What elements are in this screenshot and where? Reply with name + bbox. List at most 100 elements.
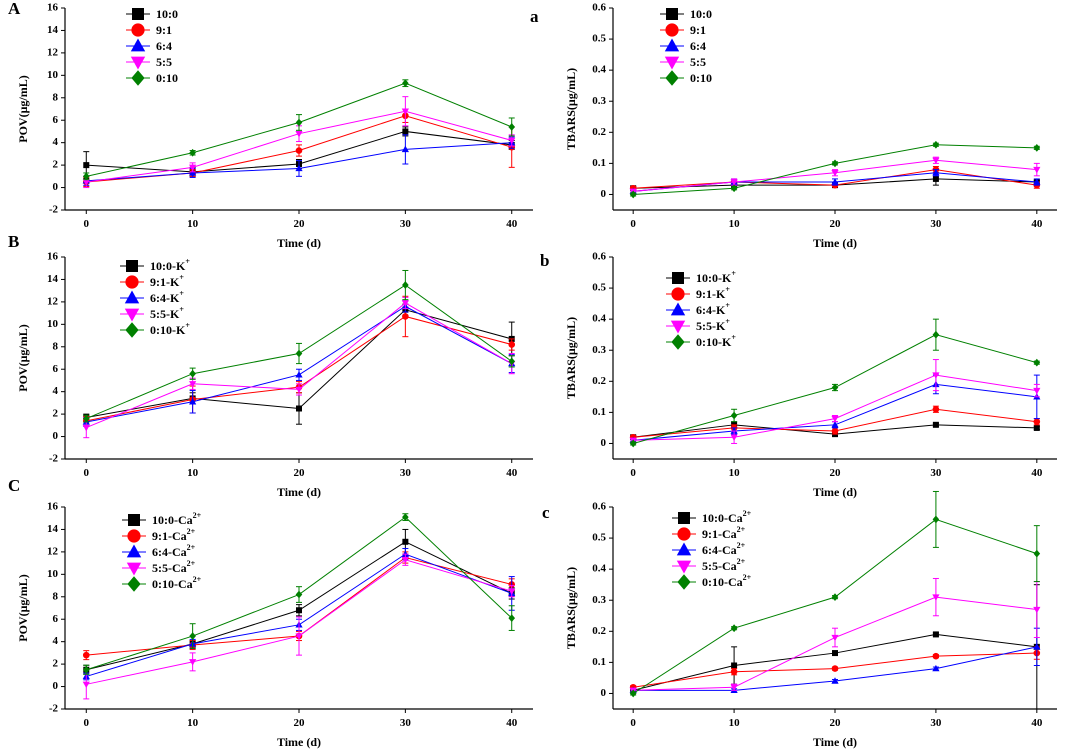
x-tick-label: 10 [187, 218, 199, 230]
panel-5: c 0 0.1 0.2 0.3 0.4 0.5 0.6 0 10 20 30 40 Time (d) TBA… [542, 490, 1057, 749]
x-tick-label: 10 [729, 218, 741, 230]
data-point [189, 164, 197, 172]
legend-marker [676, 560, 692, 574]
data-point [295, 633, 303, 640]
legend-marker [126, 544, 142, 558]
legend-marker [124, 308, 140, 322]
legend-marker [664, 56, 680, 70]
data-point [831, 634, 839, 642]
data-point [189, 369, 196, 378]
legend-marker [130, 38, 146, 52]
sub-letter: a [530, 7, 539, 26]
data-point [82, 414, 90, 423]
legend-label: 0:10 [156, 71, 178, 85]
series-3 [82, 553, 516, 700]
data-point [82, 179, 90, 186]
y-tick-label: 2 [53, 159, 59, 171]
y-axis-title: POV(μg/mL) [16, 324, 30, 391]
x-tick-label: 10 [729, 467, 741, 479]
data-point [296, 607, 302, 614]
y-tick-label: 0.4 [592, 563, 606, 575]
data-point [932, 175, 939, 182]
data-point [82, 172, 90, 181]
series-4 [629, 490, 1041, 698]
y-tick-label: 0 [601, 687, 607, 699]
y-tick-label: 10 [47, 568, 59, 580]
legend-label: 10:0 [156, 7, 178, 21]
data-point [508, 614, 516, 622]
legend-label: 5:5-K+ [150, 305, 184, 321]
x-tick-label: 30 [930, 467, 942, 479]
data-point [932, 421, 939, 428]
y-tick-label: 0.6 [592, 251, 606, 263]
x-tick-label: 0 [630, 717, 636, 729]
data-point [401, 557, 409, 564]
data-point [296, 405, 302, 412]
legend-label: 9:1 [156, 23, 172, 37]
legend-marker [126, 260, 138, 272]
y-tick-label: 16 [47, 251, 59, 263]
y-tick-label: 8 [53, 590, 59, 602]
data-point [831, 593, 839, 602]
x-tick-label: 10 [187, 467, 199, 479]
y-tick-label: 0.1 [592, 406, 606, 418]
legend-label: 6:4 [156, 39, 172, 53]
x-tick-label: 30 [400, 218, 412, 230]
data-point [831, 427, 839, 435]
data-point [295, 386, 303, 394]
legend-marker [131, 23, 145, 37]
data-point [295, 371, 303, 378]
data-point [831, 170, 839, 177]
y-tick-label: 0.5 [592, 282, 606, 294]
data-point [82, 651, 90, 659]
data-point [831, 665, 839, 672]
x-tick-label: 30 [400, 717, 412, 729]
data-point [508, 137, 516, 145]
y-tick-label: -2 [49, 453, 59, 465]
y-tick-label: 0.6 [592, 2, 606, 14]
y-tick-label: 0 [53, 680, 59, 692]
y-tick-label: -2 [49, 703, 59, 715]
data-point [295, 349, 303, 358]
y-tick-label: 8 [53, 340, 59, 352]
data-point [1033, 358, 1041, 367]
legend-marker [127, 529, 141, 543]
data-point [730, 624, 738, 633]
data-point [932, 652, 940, 660]
legend-label: 10:0-K+ [696, 269, 736, 285]
x-tick-label: 0 [630, 467, 636, 479]
legend-label: 9:1-Ca2+ [702, 525, 746, 541]
y-tick-label: 0 [601, 188, 607, 200]
y-axis-title: POV(μg/mL) [16, 574, 30, 641]
x-tick-label: 30 [930, 717, 942, 729]
data-point [932, 515, 940, 524]
y-tick-label: 6 [53, 363, 59, 375]
y-tick-label: 10 [47, 69, 59, 81]
x-axis-title: Time (d) [277, 236, 321, 250]
series-3 [629, 156, 1041, 196]
x-tick-label: 10 [729, 717, 741, 729]
y-axis-title: TBARS(μg/mL) [564, 317, 578, 399]
data-point [82, 424, 90, 432]
data-point [402, 79, 409, 88]
legend-label: 5:5 [690, 55, 706, 69]
panel-letter: A [8, 0, 21, 18]
x-tick-label: 20 [830, 467, 842, 479]
data-point [730, 411, 738, 420]
legend-label: 9:1-Ca2+ [152, 527, 196, 543]
y-axis-title: TBARS(μg/mL) [564, 68, 578, 150]
data-point [1033, 418, 1041, 426]
series-4 [82, 513, 516, 675]
x-tick-label: 10 [187, 717, 199, 729]
x-tick-label: 40 [506, 218, 518, 230]
legend-label: 10:0-K+ [150, 257, 190, 273]
y-tick-label: 0.3 [592, 594, 606, 606]
legend-label: 6:4-Ca2+ [702, 541, 746, 557]
legend-label: 0:10-K+ [150, 321, 190, 337]
series-4 [82, 269, 516, 423]
panel-letter: B [8, 232, 19, 251]
data-point [831, 415, 839, 423]
y-tick-label: 0.2 [592, 126, 606, 138]
y-axis-title: POV(μg/mL) [16, 75, 30, 142]
legend-marker [128, 514, 140, 526]
